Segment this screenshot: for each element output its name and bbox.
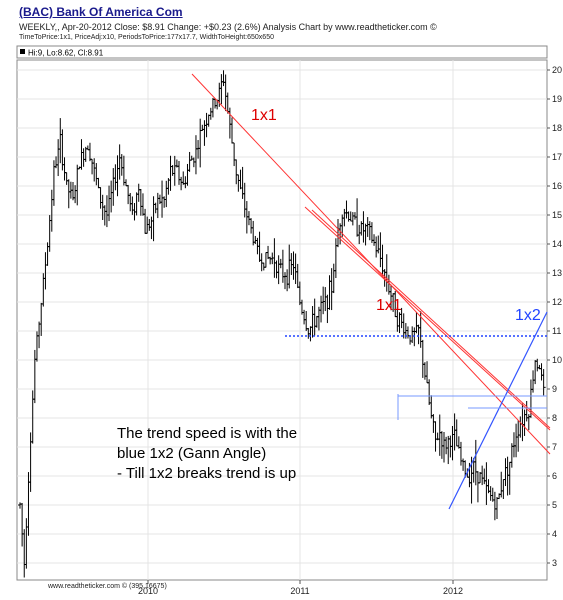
y-tick-label: 11 xyxy=(552,326,561,336)
gann-1x2-line xyxy=(448,311,548,510)
y-tick-label: 4 xyxy=(552,529,557,539)
ohlc-bars xyxy=(18,70,546,578)
gann-1x1-line-c xyxy=(311,209,551,429)
x-tick-label: 2011 xyxy=(290,586,309,596)
y-tick-label: 13 xyxy=(552,268,562,278)
annotation-note-line-1: The trend speed is with the xyxy=(117,425,297,442)
x-axis: 2010 2011 2012 xyxy=(138,580,463,596)
y-tick-label: 18 xyxy=(552,123,562,133)
y-tick-label: 6 xyxy=(552,471,557,481)
x-tick-label: 2010 xyxy=(138,586,158,596)
gann-1x2-label: 1x2 xyxy=(515,307,541,324)
chart-info-line: WEEKLY,, Apr-20-2012 Close: $8.91 Change… xyxy=(19,22,437,32)
annotation-note-line-3: - Till 1x2 breaks trend is up xyxy=(117,465,296,482)
annotation-note-line-2: blue 1x2 (Gann Angle) xyxy=(117,445,266,462)
y-tick-label: 16 xyxy=(552,181,562,191)
y-tick-label: 14 xyxy=(552,239,562,249)
chart-info-line-2: TimeToPrice:1x1, PriceAdj:x10, PeriodsTo… xyxy=(19,34,274,41)
y-tick-label: 17 xyxy=(552,152,562,162)
ohlc-bar xyxy=(541,369,546,396)
gann-1x1-label-a: 1x1 xyxy=(251,107,277,124)
ohlc-strip xyxy=(16,45,548,59)
gann-1x1-line-b xyxy=(304,206,551,431)
y-tick-label: 20 xyxy=(552,65,562,75)
y-axis: 3 4 5 6 7 8 9 10 11 12 13 14 15 16 17 18 19 20 xyxy=(547,65,562,568)
y-tick-label: 7 xyxy=(552,442,557,452)
x-tick-label: 2012 xyxy=(443,586,463,596)
y-tick-label: 9 xyxy=(552,384,557,394)
chart-title[interactable]: (BAC) Bank Of America Com xyxy=(19,5,183,19)
ohlc-label: Hi:9, Lo:8.62, Cl:8.91 xyxy=(28,49,104,58)
y-tick-label: 19 xyxy=(552,94,562,104)
plot-area xyxy=(16,59,548,581)
y-tick-label: 5 xyxy=(552,500,557,510)
gann-1x1-label-b: 1x1 xyxy=(376,297,402,314)
y-tick-label: 8 xyxy=(552,413,557,423)
y-tick-label: 3 xyxy=(552,558,557,568)
y-tick-label: 10 xyxy=(552,355,562,365)
ohlc-square-icon xyxy=(20,49,25,54)
y-tick-label: 12 xyxy=(552,297,562,307)
y-tick-label: 15 xyxy=(552,210,562,220)
footer-credit: www.readtheticker.com © (395.16675) xyxy=(47,582,167,590)
